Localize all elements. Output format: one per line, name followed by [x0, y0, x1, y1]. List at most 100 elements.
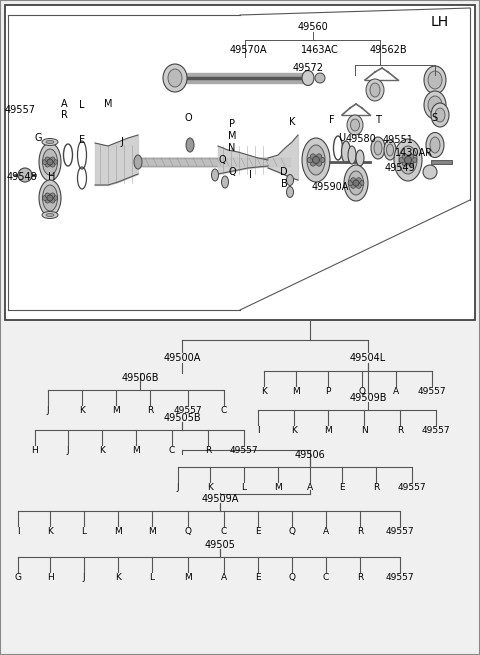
- Circle shape: [316, 154, 322, 159]
- Ellipse shape: [186, 138, 194, 152]
- Circle shape: [411, 157, 417, 163]
- Text: Q: Q: [359, 387, 365, 396]
- Text: H: H: [47, 573, 53, 582]
- Text: P: P: [229, 119, 235, 129]
- Text: 49557: 49557: [398, 483, 426, 492]
- Text: C: C: [169, 446, 175, 455]
- Text: Q: Q: [184, 527, 192, 536]
- Text: E: E: [339, 483, 345, 492]
- Text: C: C: [221, 406, 227, 415]
- Text: 49549: 49549: [384, 163, 415, 173]
- Ellipse shape: [163, 64, 187, 92]
- Text: M: M: [132, 446, 140, 455]
- Text: H: H: [32, 446, 38, 455]
- Ellipse shape: [302, 138, 330, 182]
- Ellipse shape: [344, 165, 368, 201]
- Text: Q: Q: [288, 527, 296, 536]
- Circle shape: [45, 193, 50, 198]
- Text: M: M: [184, 573, 192, 582]
- Text: A: A: [323, 527, 329, 536]
- Circle shape: [408, 160, 414, 166]
- Ellipse shape: [348, 146, 356, 164]
- Ellipse shape: [384, 140, 396, 160]
- Text: 49557: 49557: [422, 426, 450, 435]
- Ellipse shape: [43, 185, 58, 211]
- Circle shape: [408, 154, 414, 159]
- Text: K: K: [261, 387, 267, 396]
- Text: M: M: [114, 527, 122, 536]
- Text: A: A: [60, 99, 67, 109]
- Circle shape: [359, 181, 364, 185]
- Text: I: I: [249, 170, 252, 180]
- Ellipse shape: [42, 138, 58, 145]
- Ellipse shape: [424, 91, 446, 119]
- Ellipse shape: [394, 139, 422, 181]
- Text: 49590A: 49590A: [312, 182, 348, 192]
- Text: I: I: [257, 426, 259, 435]
- Ellipse shape: [348, 171, 363, 195]
- Text: M: M: [324, 426, 332, 435]
- Circle shape: [307, 157, 313, 163]
- Text: O: O: [184, 113, 192, 123]
- Ellipse shape: [134, 155, 142, 169]
- Text: R: R: [357, 573, 363, 582]
- Circle shape: [50, 162, 55, 167]
- Circle shape: [315, 73, 325, 83]
- Ellipse shape: [43, 149, 58, 175]
- Circle shape: [50, 198, 55, 203]
- Circle shape: [47, 159, 53, 165]
- Circle shape: [47, 195, 53, 201]
- Ellipse shape: [46, 214, 54, 217]
- Text: R: R: [373, 483, 379, 492]
- Ellipse shape: [350, 119, 360, 131]
- Text: 49570A: 49570A: [229, 45, 267, 55]
- Circle shape: [45, 162, 50, 167]
- Text: 49506B: 49506B: [121, 373, 159, 383]
- Circle shape: [402, 160, 408, 166]
- Text: 49505: 49505: [204, 540, 235, 550]
- Circle shape: [399, 157, 405, 163]
- Ellipse shape: [168, 69, 182, 87]
- Text: T: T: [375, 115, 381, 125]
- Circle shape: [312, 157, 320, 164]
- Ellipse shape: [435, 108, 445, 122]
- Ellipse shape: [39, 143, 61, 181]
- Text: Q: Q: [288, 573, 296, 582]
- Text: H: H: [48, 172, 56, 182]
- Circle shape: [351, 183, 356, 189]
- Ellipse shape: [46, 141, 54, 143]
- Text: B: B: [281, 179, 288, 189]
- Text: J: J: [67, 446, 69, 455]
- Text: 49557: 49557: [386, 527, 414, 536]
- Text: G: G: [34, 133, 42, 143]
- Ellipse shape: [212, 169, 218, 181]
- Text: C: C: [323, 573, 329, 582]
- Text: Q: Q: [228, 167, 236, 177]
- Text: L: L: [241, 483, 247, 492]
- Text: 49557: 49557: [174, 406, 202, 415]
- Text: 49557: 49557: [418, 387, 446, 396]
- Ellipse shape: [431, 103, 449, 127]
- Circle shape: [43, 195, 48, 200]
- Text: N: N: [228, 143, 236, 153]
- Circle shape: [423, 165, 437, 179]
- Text: K: K: [115, 573, 121, 582]
- Circle shape: [18, 168, 32, 182]
- Text: M: M: [274, 483, 282, 492]
- Text: 49506: 49506: [295, 450, 325, 460]
- Circle shape: [348, 181, 353, 185]
- Ellipse shape: [287, 174, 293, 185]
- Text: 49557: 49557: [230, 446, 258, 455]
- Text: R: R: [60, 110, 67, 120]
- Text: E: E: [255, 527, 261, 536]
- Text: J: J: [120, 137, 123, 147]
- Text: M: M: [148, 527, 156, 536]
- Text: A: A: [221, 573, 227, 582]
- Text: R: R: [205, 446, 211, 455]
- Circle shape: [45, 198, 50, 203]
- Circle shape: [310, 160, 316, 166]
- Ellipse shape: [42, 212, 58, 219]
- Text: J: J: [83, 573, 85, 582]
- Text: 1430AR: 1430AR: [395, 148, 433, 158]
- Text: K: K: [207, 483, 213, 492]
